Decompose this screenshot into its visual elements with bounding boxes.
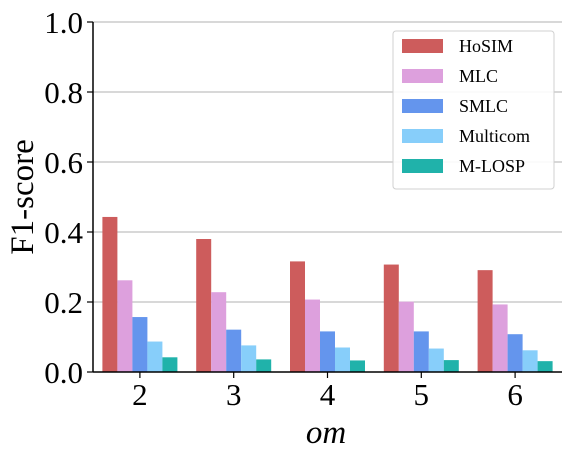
bar-mlc-2 <box>117 280 133 372</box>
bar-hosim-6 <box>477 270 493 372</box>
bar-m-losp-3 <box>256 359 272 372</box>
bar-smlc-4 <box>320 331 335 372</box>
legend-swatch-mlc <box>402 69 443 83</box>
y-tick-label: 1.0 <box>44 5 83 40</box>
legend-label: HoSIM <box>459 36 513 56</box>
bar-smlc-6 <box>507 334 523 372</box>
legend-swatch-hosim <box>402 39 443 53</box>
y-tick-label: 0.2 <box>44 285 83 320</box>
legend-swatch-multicom <box>402 129 443 143</box>
y-tick-label: 0.8 <box>44 75 83 110</box>
bar-smlc-3 <box>226 329 242 372</box>
x-tick-label: 6 <box>507 377 523 412</box>
bar-m-losp-6 <box>537 361 553 372</box>
y-tick-label: 0.6 <box>44 145 83 180</box>
bar-m-losp-4 <box>350 360 365 372</box>
bar-multicom-5 <box>428 348 444 372</box>
bar-hosim-2 <box>102 216 118 372</box>
legend-label: Multicom <box>459 126 530 146</box>
axes <box>87 21 562 378</box>
y-tick-label: 0.0 <box>44 355 83 390</box>
x-tick-label: 2 <box>132 377 148 412</box>
bar-multicom-3 <box>241 345 257 372</box>
legend: HoSIM MLC SMLC Multicom M-LOSP <box>392 30 555 190</box>
bar-multicom-2 <box>147 341 163 372</box>
bar-mlc-6 <box>492 304 508 372</box>
bar-m-losp-5 <box>443 360 459 372</box>
bar-hosim-4 <box>290 261 305 372</box>
x-tick-label: 4 <box>320 377 336 412</box>
bar-hosim-3 <box>196 239 212 372</box>
bars <box>102 216 553 372</box>
y-tick-label: 0.4 <box>44 215 83 250</box>
bar-multicom-6 <box>522 350 538 372</box>
bar-m-losp-2 <box>162 357 178 372</box>
y-axis-label: F1-score <box>5 139 41 254</box>
x-axis-label: om <box>306 415 346 450</box>
legend-label: M-LOSP <box>459 156 525 176</box>
bar-mlc-3 <box>211 292 227 372</box>
legend-swatch-m-losp <box>402 159 443 173</box>
legend-swatch-smlc <box>402 99 443 113</box>
legend-label: MLC <box>459 66 498 86</box>
bar-multicom-4 <box>335 347 350 372</box>
bar-mlc-4 <box>305 299 320 372</box>
bar-hosim-5 <box>383 264 399 372</box>
tick-labels: 0.0 0.2 0.4 0.6 0.8 1.0 2 3 4 5 6 <box>44 5 523 412</box>
bar-mlc-5 <box>398 301 414 372</box>
bar-smlc-2 <box>132 317 148 372</box>
x-tick-label: 3 <box>226 377 242 412</box>
bar-smlc-5 <box>413 331 429 372</box>
x-tick-label: 5 <box>414 377 430 412</box>
legend-label: SMLC <box>459 96 508 116</box>
